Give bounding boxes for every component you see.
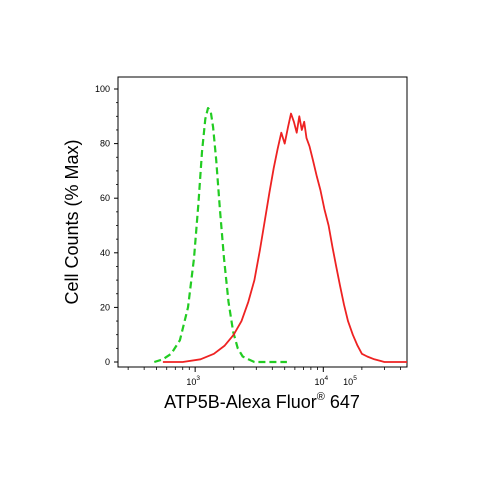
y-tick-label-20: 20 <box>100 302 110 312</box>
x-axis-title-main: ATP5B-Alexa Fluor <box>164 392 317 412</box>
x-tick-label-4: 104 <box>314 375 328 387</box>
plot-frame <box>117 76 408 368</box>
x-tick-label-5: 105 <box>343 375 357 387</box>
y-axis: 0 20 40 60 80 100 <box>95 84 118 367</box>
y-tick-label-40: 40 <box>100 248 110 258</box>
series-layer <box>153 107 407 364</box>
x-axis-title-suffix: 647 <box>325 392 360 412</box>
y-tick-label-80: 80 <box>100 139 110 149</box>
series-line-1 <box>153 107 287 364</box>
series-line-2 <box>162 112 407 363</box>
x-axis-title: ATP5B-Alexa Fluor® 647 <box>164 391 360 412</box>
x-axis-title-superscript: ® <box>317 391 325 403</box>
y-axis-title: Cell Counts (% Max) <box>62 139 82 304</box>
y-tick-label-0: 0 <box>105 357 110 367</box>
y-tick-label-60: 60 <box>100 193 110 203</box>
x-axis: 103 104 105 <box>127 367 401 387</box>
y-tick-label-100: 100 <box>95 84 110 94</box>
x-tick-label-3: 103 <box>186 375 200 387</box>
